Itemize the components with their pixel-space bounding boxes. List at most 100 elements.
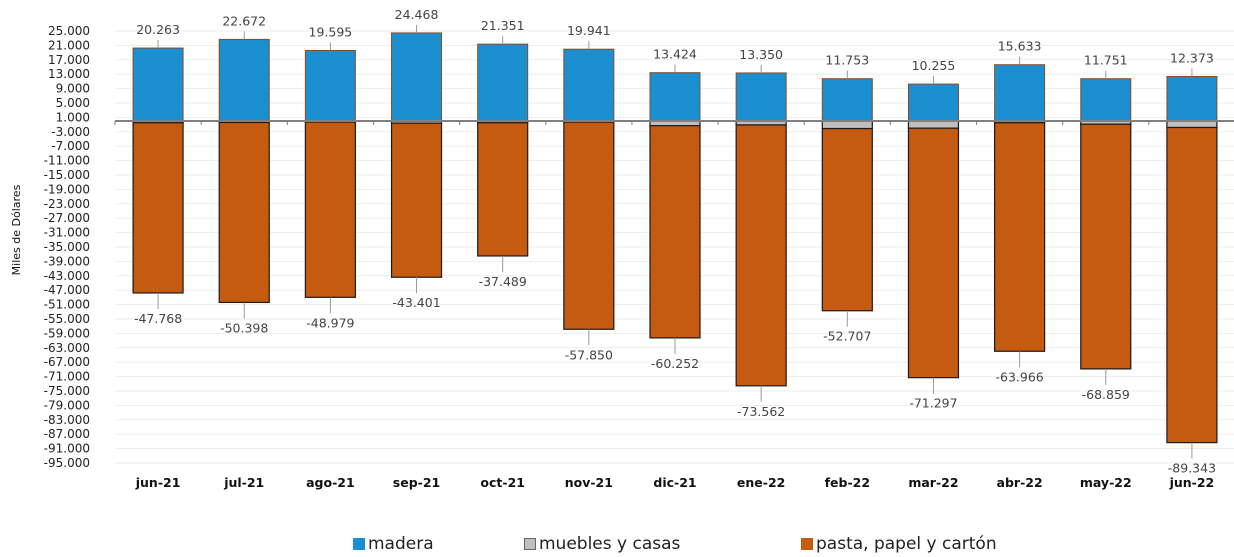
y-tick-label: -35.000 (44, 240, 90, 254)
bar-pasta-papel-y-cart-n (735, 124, 787, 387)
bars (132, 32, 1218, 444)
y-axis-label: Miles de Dólares (10, 184, 23, 275)
bar-madera (1166, 75, 1218, 122)
y-tick-label: -3.000 (51, 125, 90, 139)
y-tick-label: -43.000 (44, 269, 90, 283)
y-tick-label: -75.000 (44, 384, 90, 398)
data-labels: 20.263 -47.768 22.672 -50.398 19.595 -48.979 2… (134, 7, 1216, 476)
x-category-label: jun-22 (1169, 475, 1215, 490)
data-label-bottom: -57.850 (565, 347, 613, 362)
bar-madera (132, 47, 184, 122)
bar-madera (735, 72, 787, 122)
data-label-top: 11.751 (1084, 53, 1128, 68)
y-tick-label: -15.000 (44, 168, 90, 182)
bar-madera (477, 43, 529, 122)
y-tick-label: -27.000 (44, 211, 90, 225)
x-category-label: ago-21 (306, 475, 355, 490)
data-label-bottom: -37.489 (479, 274, 527, 289)
y-tick-label: 5.000 (56, 96, 90, 110)
legend-label-pasta: pasta, papel y cartón (816, 534, 997, 554)
data-label-bottom: -71.297 (909, 396, 957, 411)
data-label-top: 10.255 (912, 58, 956, 73)
data-label-bottom: -50.398 (220, 320, 268, 335)
y-tick-label: -47.000 (44, 283, 90, 297)
y-tick-label: 13.000 (48, 67, 90, 81)
bar-madera (821, 78, 873, 122)
y-tick-label: -23.000 (44, 197, 90, 211)
y-tick-label: -79.000 (44, 398, 90, 412)
bar-madera (1080, 78, 1132, 122)
stacked-bar-chart: 25.00021.00017.00013.0009.0005.0001.000-… (10, 7, 1234, 490)
x-category-label: jun-21 (135, 475, 181, 490)
x-category-label: ene-22 (737, 475, 785, 490)
bar-madera (391, 32, 443, 122)
y-tick-label: -87.000 (44, 427, 90, 441)
legend-item-madera: madera (353, 534, 434, 554)
bar-pasta-papel-y-cart-n (477, 122, 529, 257)
bar-madera (907, 83, 959, 122)
legend-item-pasta: pasta, papel y cartón (801, 534, 997, 554)
y-tick-label: -19.000 (44, 182, 90, 196)
y-tick-label: -7.000 (51, 139, 90, 153)
y-tick-label: -11.000 (44, 154, 90, 168)
y-tick-label: 1.000 (56, 110, 90, 124)
data-label-bottom: -60.252 (651, 356, 699, 371)
data-label-top: 13.350 (739, 47, 783, 62)
y-tick-label: -95.000 (44, 456, 90, 470)
y-tick-label: -31.000 (44, 226, 90, 240)
data-label-bottom: -89.343 (1168, 461, 1216, 476)
y-tick-label: -39.000 (44, 254, 90, 268)
bar-pasta-papel-y-cart-n (994, 122, 1046, 352)
x-category-label: oct-21 (480, 475, 525, 490)
y-tick-label: -59.000 (44, 326, 90, 340)
bar-pasta-papel-y-cart-n (218, 121, 270, 304)
x-category-label: jul-21 (223, 475, 264, 490)
data-label-bottom: -48.979 (306, 315, 354, 330)
legend-swatch-madera (353, 538, 365, 550)
y-tick-label: 17.000 (48, 53, 90, 67)
bar-pasta-papel-y-cart-n (563, 121, 615, 330)
bar-pasta-papel-y-cart-n (649, 125, 701, 339)
data-label-top: 13.424 (653, 47, 697, 62)
bar-pasta-papel-y-cart-n (132, 122, 184, 294)
x-axis-categories: jun-21 jul-21 ago-21 sep-21 oct-21 nov-21 dic-… (135, 475, 1215, 490)
x-category-label: feb-22 (825, 475, 870, 490)
data-label-bottom: -47.768 (134, 311, 182, 326)
data-label-top: 22.672 (222, 13, 266, 28)
y-axis-ticks: 25.00021.00017.00013.0009.0005.0001.000-… (44, 24, 90, 470)
data-label-bottom: -52.707 (823, 329, 871, 344)
x-category-label: mar-22 (908, 475, 958, 490)
legend-item-muebles: muebles y casas (524, 534, 680, 554)
bar-pasta-papel-y-cart-n (304, 121, 356, 298)
legend-label-muebles: muebles y casas (539, 534, 681, 554)
y-tick-label: 21.000 (48, 38, 90, 52)
data-label-top: 21.351 (481, 18, 525, 33)
data-label-bottom: -63.966 (995, 369, 1043, 384)
y-tick-label: -51.000 (44, 298, 90, 312)
data-label-top: 11.753 (825, 53, 869, 68)
data-label-bottom: -68.859 (1082, 387, 1130, 402)
x-category-label: abr-22 (997, 475, 1043, 490)
legend-swatch-pasta (801, 538, 813, 550)
data-label-top: 24.468 (395, 7, 439, 22)
y-tick-label: -55.000 (44, 312, 90, 326)
data-label-bottom: -73.562 (737, 404, 785, 419)
legend-swatch-muebles (524, 538, 536, 550)
bar-pasta-papel-y-cart-n (821, 127, 873, 312)
bar-madera (218, 38, 270, 122)
y-tick-label: -67.000 (44, 355, 90, 369)
legend-label-madera: madera (368, 534, 434, 554)
bar-pasta-papel-y-cart-n (1166, 126, 1218, 444)
data-label-top: 15.633 (998, 39, 1042, 54)
data-label-top: 19.941 (567, 23, 611, 38)
data-label-top: 19.595 (309, 24, 353, 39)
data-label-top: 12.373 (1170, 50, 1214, 65)
bar-pasta-papel-y-cart-n (390, 122, 443, 278)
y-tick-label: -91.000 (44, 442, 90, 456)
data-label-bottom: -43.401 (392, 295, 440, 310)
bar-madera (649, 72, 701, 122)
bar-madera (994, 64, 1046, 122)
x-category-label: may-22 (1080, 475, 1132, 490)
bar-muebles-y-casas (907, 120, 960, 129)
y-tick-label: 9.000 (56, 82, 90, 96)
